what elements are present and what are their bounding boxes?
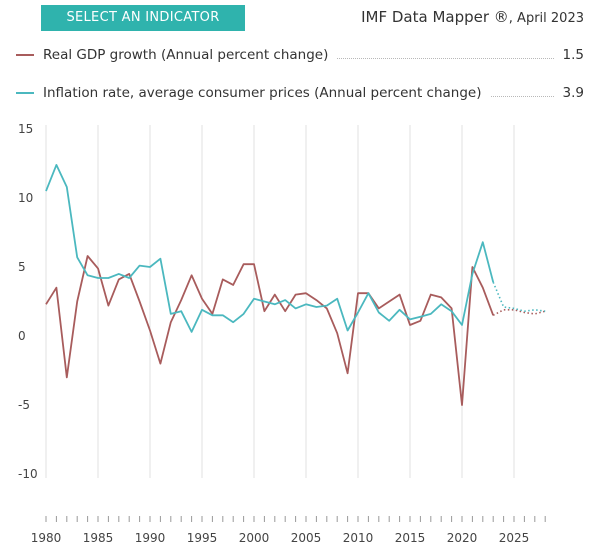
x-tick-label: 2015 xyxy=(395,531,426,545)
x-tick-label: 1980 xyxy=(31,531,62,545)
x-tick-label: 2025 xyxy=(499,531,530,545)
projection-line-inflation xyxy=(492,281,546,313)
legend-item-inflation[interactable]: Inflation rate, average consumer prices … xyxy=(16,82,584,104)
y-tick-label: -5 xyxy=(18,398,30,412)
y-tick-label: 10 xyxy=(18,191,33,205)
y-tick-label: 15 xyxy=(18,122,33,136)
x-tick-label: 2005 xyxy=(291,531,322,545)
x-tick-label: 1985 xyxy=(83,531,114,545)
y-tick-label: -10 xyxy=(18,467,38,481)
x-tick-label: 1990 xyxy=(135,531,166,545)
legend-value-gdp: 1.5 xyxy=(562,47,584,63)
y-tick-label: 5 xyxy=(18,260,26,274)
x-tick-label: 2010 xyxy=(343,531,374,545)
series-line-inflation xyxy=(45,163,495,333)
legend-label-inflation: Inflation rate, average consumer prices … xyxy=(43,85,482,101)
legend-swatch-gdp xyxy=(16,54,34,56)
legend-item-gdp[interactable]: Real GDP growth (Annual percent change) … xyxy=(16,44,584,66)
legend-swatch-inflation xyxy=(16,92,34,94)
legend-label-gdp: Real GDP growth (Annual percent change) xyxy=(43,47,329,63)
x-tick-label: 2000 xyxy=(239,531,270,545)
brand-header: IMF Data Mapper ®, April 2023 xyxy=(361,7,584,26)
select-indicator-button[interactable]: SELECT AN INDICATOR xyxy=(41,5,245,31)
series-line-gdp xyxy=(45,255,495,406)
legend-leader xyxy=(490,95,554,97)
y-tick-label: 0 xyxy=(18,329,26,343)
projection-line-gdp xyxy=(492,308,546,317)
legend-value-inflation: 3.9 xyxy=(562,85,584,101)
release-date: , April 2023 xyxy=(508,11,584,26)
legend-leader xyxy=(337,57,554,59)
x-tick-label: 1995 xyxy=(187,531,218,545)
x-tick-label: 2020 xyxy=(447,531,478,545)
brand-name: IMF Data Mapper ® xyxy=(361,8,509,26)
